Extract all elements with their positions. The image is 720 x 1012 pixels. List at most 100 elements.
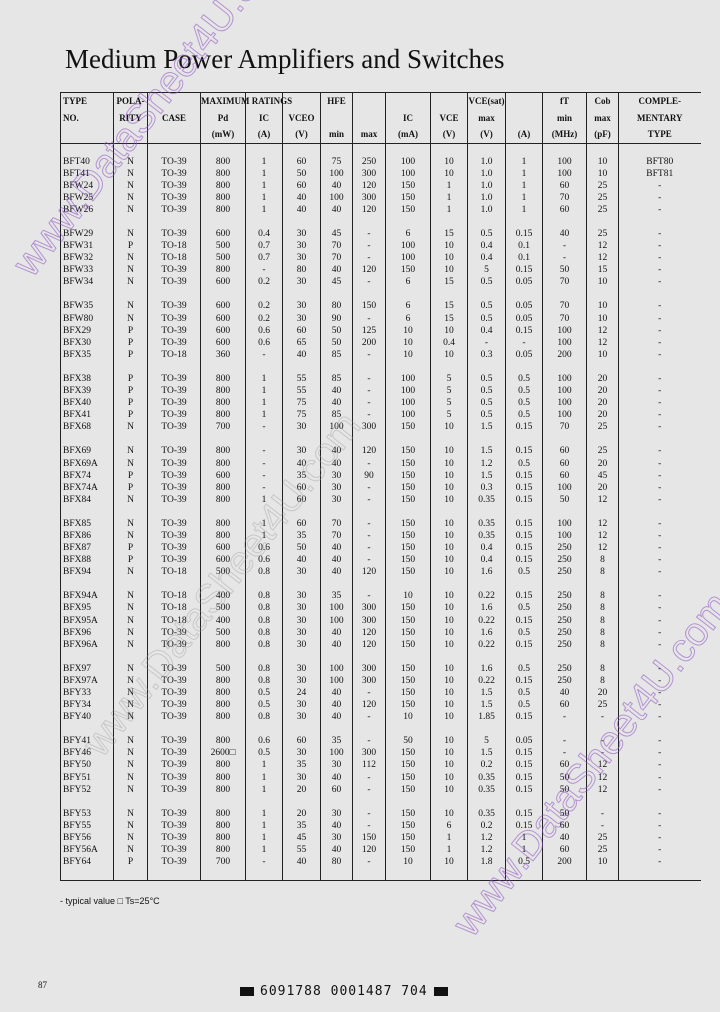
cell: 50 — [542, 783, 587, 796]
cell: 10 — [430, 783, 468, 796]
cell: 6 — [430, 819, 468, 832]
cell: N — [113, 300, 148, 313]
cell: - — [618, 747, 701, 760]
cell: 45 — [320, 276, 353, 289]
cell: - — [618, 324, 701, 337]
cell: - — [618, 602, 701, 615]
table-row: BFT40 N TO-39 800 1 60 75 250 100 10 1.0 1 100 10 BFT8… — [60, 155, 701, 168]
cell: P — [113, 348, 148, 361]
table-row: BFX94 N TO-18 500 0.8 30 40 120 150 10 1.6 0.5 250 8- — [60, 566, 701, 579]
cell: 120 — [352, 445, 386, 458]
cell: 10 — [430, 445, 468, 458]
cell: 40 — [320, 445, 353, 458]
cell: 1.5 — [467, 686, 506, 700]
cell: TO-39 — [147, 264, 201, 277]
cell: 150 — [385, 445, 431, 458]
cell: - — [618, 312, 701, 325]
cell: TO-39 — [147, 529, 201, 543]
cell: 12 — [586, 336, 619, 349]
cell: 300 — [352, 614, 386, 627]
cell: - — [352, 771, 386, 784]
cell: 0.15 — [505, 542, 543, 555]
cell: - — [618, 191, 701, 204]
cell: TO-39 — [147, 711, 201, 724]
cell: 10 — [586, 856, 619, 869]
cell: 800 — [200, 699, 246, 712]
cell: 50 — [385, 735, 431, 748]
cell: 0.5 — [467, 276, 506, 289]
cell: - — [618, 590, 701, 603]
cell: 400 — [200, 614, 246, 627]
cell: 1 — [245, 493, 283, 506]
cell: N — [113, 264, 148, 277]
cell: 10 — [430, 421, 468, 434]
cell: - — [352, 735, 386, 748]
column-header: IC — [385, 109, 431, 126]
cell: 300 — [352, 747, 386, 760]
cell: 5 — [467, 735, 506, 748]
cell: 80 — [320, 856, 353, 869]
cell: 800 — [200, 179, 246, 192]
cell: 600 — [200, 542, 246, 555]
cell: 60 — [542, 469, 587, 482]
cell: 15 — [430, 227, 468, 241]
cell: 150 — [385, 819, 431, 832]
cell: 40 — [320, 554, 353, 567]
cell: 10 — [430, 771, 468, 784]
cell: 85 — [320, 348, 353, 361]
cell: 0.5 — [505, 457, 543, 470]
cell: 30 — [282, 240, 321, 253]
cell: 8 — [586, 638, 619, 651]
cell: - — [352, 686, 386, 700]
cell: 1 — [245, 771, 283, 784]
column-header: CASE — [147, 109, 201, 126]
cell: TO-39 — [147, 674, 201, 687]
cell: 12 — [586, 252, 619, 265]
cell: 0.4 — [467, 554, 506, 567]
cell: TO-39 — [147, 856, 201, 869]
cell: 10 — [430, 602, 468, 615]
cell: 40 — [320, 457, 353, 470]
cell: 0.5 — [505, 602, 543, 615]
cell: N — [113, 711, 148, 724]
cell: 0.5 — [245, 686, 283, 700]
cell: 45 — [282, 831, 321, 844]
table-row: BFX87 P TO-39 600 0.6 50 40-150 10 0.4 0.15 250 12- — [60, 542, 701, 555]
cell: 150 — [352, 831, 386, 844]
cell: 0.8 — [245, 638, 283, 651]
cell: N — [113, 819, 148, 832]
cell: 60 — [282, 179, 321, 192]
cell: 40 — [320, 819, 353, 832]
cell: 10 — [385, 856, 431, 869]
cell: - — [618, 614, 701, 627]
cell: 80 — [320, 300, 353, 313]
cell: TO-39 — [147, 372, 201, 385]
cell: 100 — [320, 614, 353, 627]
cell: 10 — [430, 614, 468, 627]
cell: 40 — [320, 686, 353, 700]
cell: 0.35 — [467, 771, 506, 784]
cell: - — [618, 336, 701, 349]
cell: 12 — [586, 493, 619, 506]
cell: - — [352, 783, 386, 796]
cell: 60 — [282, 517, 321, 530]
cell: 0.15 — [505, 421, 543, 434]
cell: 80 — [282, 264, 321, 277]
cell: 600 — [200, 300, 246, 313]
cell: - — [618, 493, 701, 506]
cell: 1 — [430, 191, 468, 204]
cell: - — [618, 662, 701, 675]
cell: 150 — [385, 566, 431, 579]
cell: 0.15 — [505, 747, 543, 760]
cell: 1 — [505, 191, 543, 204]
column-header: (MHz) — [542, 126, 587, 144]
cell: 0.5 — [467, 300, 506, 313]
table-row: BFY53 N TO-39 800 1 20 30-150 10 0.35 0.15 50- - — [60, 807, 701, 820]
cell: 1.0 — [467, 179, 506, 192]
cell: 1 — [430, 844, 468, 857]
cell: 0.5 — [467, 409, 506, 422]
cell: - — [352, 227, 386, 241]
cell: 30 — [320, 481, 353, 494]
cell: 1 — [245, 819, 283, 832]
cell: - — [618, 457, 701, 470]
